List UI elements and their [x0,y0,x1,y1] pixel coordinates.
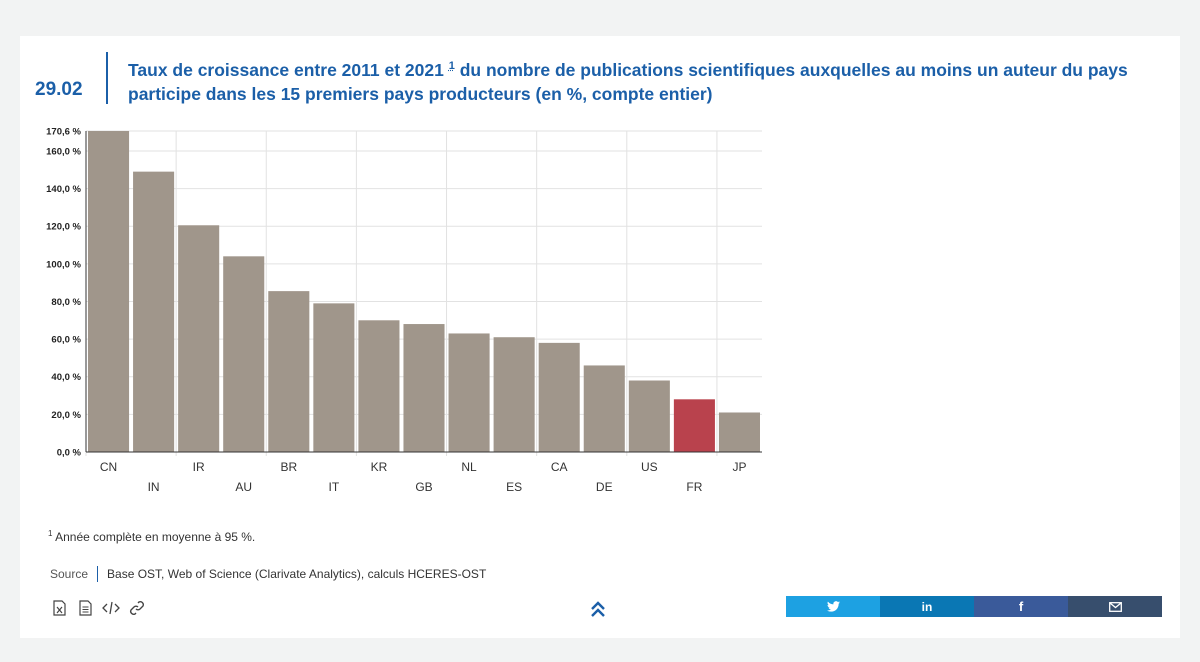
y-tick-label: 60,0 % [51,335,81,346]
bar-ca [538,342,580,452]
bar-es [493,337,535,452]
source-text: Base OST, Web of Science (Clarivate Anal… [107,567,487,581]
source-separator [97,566,99,582]
y-tick-label: 100,0 % [46,259,81,270]
y-tick-label: 0,0 % [57,448,82,459]
title-part-1: Taux de croissance entre 2011 et 2021 [128,59,444,80]
figure-title: Taux de croissance entre 2011 et 2021 1 … [128,54,1168,106]
footnote-marker: 1 [48,529,53,538]
bar-au [223,256,265,452]
x-tick-label: KR [371,460,388,474]
x-tick-label: IR [193,460,205,474]
bar-br [268,291,310,452]
figure-number: 29.02 [35,79,83,100]
y-tick-label: 80,0 % [51,297,81,308]
source-line: Source Base OST, Web of Science (Clariva… [50,566,486,582]
share-facebook-button[interactable]: f [974,596,1068,617]
x-tick-label: GB [415,480,432,494]
figure-card: 29.02 Taux de croissance entre 2011 et 2… [20,36,1180,638]
footnote: 1 Année complète en moyenne à 95 %. [48,529,255,544]
bar-kr [358,320,400,452]
x-tick-label: CA [551,460,568,474]
y-tick-label: 160,0 % [46,146,81,157]
share-email-button[interactable] [1068,596,1162,617]
share-bar: in f [786,596,1162,617]
x-tick-label: US [641,460,658,474]
share-twitter-button[interactable] [786,596,880,617]
twitter-icon [826,601,840,612]
double-chevron-up-icon[interactable] [588,597,608,621]
y-tick-label: 170,6 % [46,127,81,138]
x-tick-label: FR [686,480,702,494]
bar-gb [403,324,445,452]
source-label: Source [50,567,89,581]
x-tick-label: AU [235,480,252,494]
y-tick-label: 120,0 % [46,222,81,233]
x-tick-label: IN [148,480,160,494]
bar-chart: 0,0 % 20,0 % 40,0 % 60,0 % 80,0 % 100,0 % 120,… [46,127,762,494]
title-part-2: du nombre de publications scientifiques … [128,59,1128,104]
bar-cn [88,131,130,452]
y-tick-label: 40,0 % [51,372,81,383]
x-tick-label: NL [461,460,477,474]
x-tick-label: JP [732,460,746,474]
bar-in [133,171,175,452]
link-icon[interactable] [128,599,146,617]
x-tick-label: CN [100,460,117,474]
x-tick-label: IT [329,480,340,494]
document-icon[interactable] [76,599,94,617]
y-tick-label: 20,0 % [51,410,81,421]
share-linkedin-button[interactable]: in [880,596,974,617]
mail-icon [1108,601,1122,612]
bar-de [583,365,625,452]
toolbar [50,599,146,617]
bar-us [628,380,670,452]
bar-jp [718,412,760,452]
bar-it [313,303,355,452]
x-tick-label: ES [506,480,522,494]
title-separator [106,52,108,104]
footnote-text: Année complète en moyenne à 95 %. [55,530,256,544]
x-tick-label: BR [280,460,297,474]
title-footnote-marker[interactable]: 1 [448,60,455,72]
linkedin-icon: in [921,599,933,614]
bar-ir [178,225,220,452]
embed-code-icon[interactable] [102,599,120,617]
x-tick-label: DE [596,480,613,494]
y-tick-label: 140,0 % [46,184,81,195]
bar-fr [673,399,715,452]
excel-download-icon[interactable] [50,599,68,617]
bar-nl [448,333,490,452]
facebook-icon: f [1018,599,1024,614]
